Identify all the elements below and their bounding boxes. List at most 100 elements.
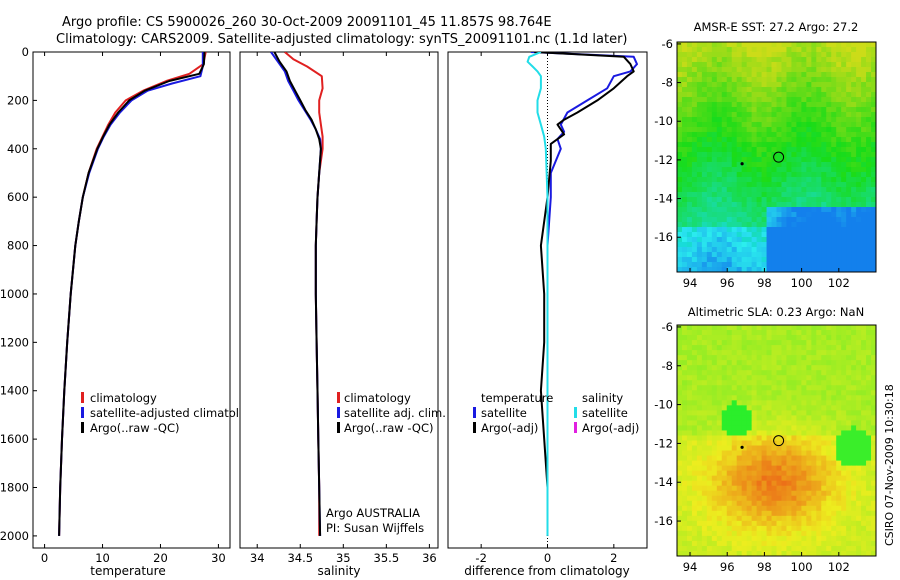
sla-map-cell — [691, 385, 698, 391]
sla-map-cell — [771, 340, 778, 346]
sst-map-cell — [686, 157, 693, 163]
sst-map-cell — [846, 132, 852, 138]
sst-map-cell — [746, 222, 753, 228]
sst-map-cell — [716, 207, 723, 213]
sla-map-cell — [796, 405, 802, 411]
sla-map-cell — [831, 365, 837, 371]
sla-map-cell — [751, 360, 758, 366]
sst-map-cell — [806, 102, 812, 108]
sla-map-cell — [766, 375, 773, 381]
sst-map-cell — [691, 167, 698, 173]
sst-map-cell — [706, 207, 713, 213]
sst-map-cell — [816, 97, 822, 103]
sla-map-cell — [856, 485, 862, 492]
sst-map-cell — [761, 192, 768, 198]
sla-map-cell — [741, 340, 748, 346]
sla-map-cell — [731, 430, 738, 437]
sst-map-cell — [836, 92, 842, 98]
sst-map-cell — [856, 82, 862, 88]
sla-map-cell — [766, 485, 773, 492]
sst-map-cell — [751, 72, 758, 78]
sla-map-cell — [736, 340, 743, 346]
sla-map-cell — [801, 490, 807, 497]
sla-map-cell — [677, 445, 683, 452]
sla-map-cell — [716, 540, 723, 547]
sla-map-cell — [836, 420, 842, 427]
sst-map-cell — [746, 257, 753, 263]
sst-map-cell — [761, 147, 768, 153]
sla-map-cell — [761, 445, 768, 452]
sla-map-cell — [821, 540, 827, 547]
sst-map-cell — [841, 237, 847, 243]
sst-map-cell — [761, 52, 768, 58]
sst-map-cell — [781, 97, 788, 103]
sst-map-cell — [846, 77, 852, 83]
sla-map-cell — [716, 325, 723, 331]
sst-map-cell — [726, 227, 733, 233]
sst-map-cell — [816, 172, 822, 178]
sla-map-cell — [866, 470, 872, 477]
agency-line-1: Argo AUSTRALIA — [326, 506, 420, 520]
sla-map-cell — [791, 505, 797, 512]
sla-map-cell — [786, 495, 793, 502]
sla-map-cell — [851, 480, 857, 487]
sla-map-cell — [851, 440, 857, 447]
sla-map-cell — [736, 440, 743, 447]
sst-map-cell — [846, 202, 852, 208]
sst-map-cell — [736, 67, 743, 73]
sst-map-cell — [781, 212, 788, 218]
sst-map-cell — [806, 122, 812, 128]
sla-map-cell — [731, 525, 738, 532]
sst-map-cell — [771, 242, 778, 248]
sst-map-cell — [846, 167, 852, 173]
sla-map-cell — [756, 410, 763, 416]
sst-map-cell — [721, 52, 728, 58]
sla-map-cell — [796, 365, 802, 371]
sst-map-cell — [786, 132, 793, 138]
sla-map-cell — [761, 530, 768, 537]
sla-map-cell — [816, 515, 822, 522]
sla-map-cell — [806, 550, 812, 556]
sla-map-cell — [721, 475, 728, 482]
sst-map-cell — [806, 252, 812, 258]
sst-map-cell — [861, 67, 867, 73]
sla-map-cell — [811, 550, 817, 556]
sla-map-cell — [816, 425, 822, 432]
sla-map-cell — [836, 500, 842, 507]
sst-map-cell — [746, 47, 753, 53]
sla-map-cell — [736, 370, 743, 376]
sst-map-cell — [851, 147, 857, 153]
sla-map-cell — [846, 500, 852, 507]
sst-map-cell — [771, 117, 778, 123]
sst-map-cell — [781, 47, 788, 53]
sst-map-cell — [731, 267, 738, 272]
sla-map-cell — [796, 380, 802, 386]
sla-map-cell — [741, 430, 748, 437]
difference-argo-line — [534, 52, 635, 536]
sst-map-cell — [776, 117, 783, 123]
sst-map-cell — [811, 197, 817, 203]
sla-map-cell — [761, 385, 768, 391]
sst-map-cell — [776, 182, 783, 188]
sla-map-cell — [677, 495, 683, 502]
sst-map-cell — [791, 182, 797, 188]
sst-map-cell — [751, 257, 758, 263]
sst-map-cell — [771, 252, 778, 258]
sst-map-cell — [866, 167, 872, 173]
sla-map-cell — [706, 360, 713, 366]
sst-map-cell — [791, 162, 797, 168]
sst-map-cell — [861, 142, 867, 148]
sst-map-cell — [841, 177, 847, 183]
sla-map-cell — [746, 405, 753, 411]
sla-map-cell — [841, 340, 847, 346]
sla-map-cell — [711, 355, 718, 361]
sst-map-cell — [701, 72, 708, 78]
sst-map-cell — [786, 127, 793, 133]
sla-map-cell — [746, 420, 753, 427]
sst-map-cell — [791, 87, 797, 93]
sst-map-cell — [696, 87, 703, 93]
sst-map-cell — [691, 52, 698, 58]
sst-map-cell — [761, 127, 768, 133]
sla-map-cell — [696, 530, 703, 537]
sst-map-cell — [721, 57, 728, 63]
